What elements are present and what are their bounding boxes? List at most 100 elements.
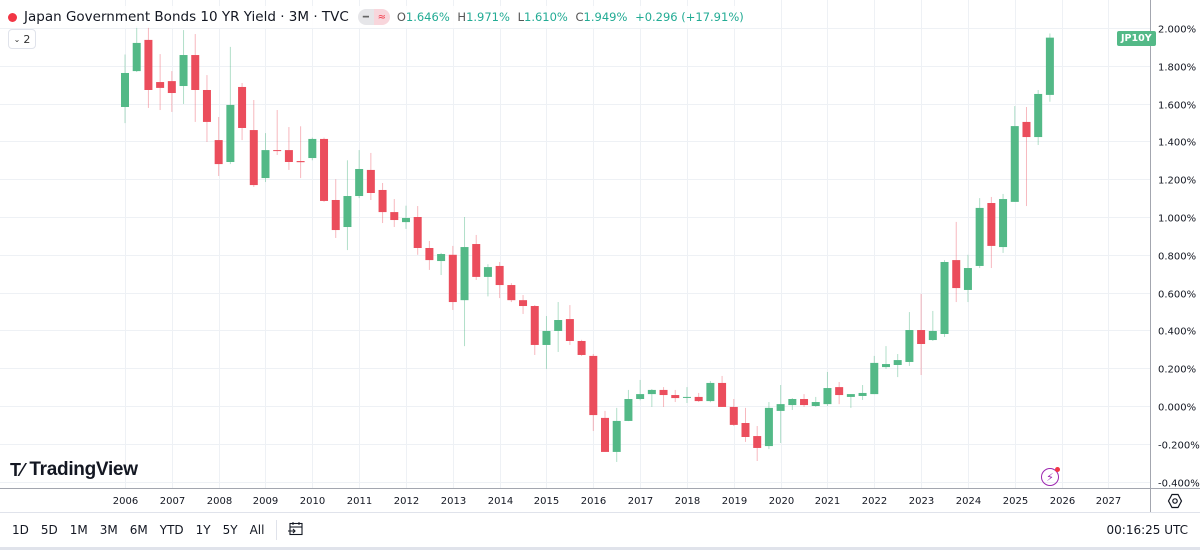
candle[interactable] xyxy=(589,354,598,431)
candle[interactable] xyxy=(601,410,610,452)
candle[interactable] xyxy=(343,160,352,251)
candle[interactable] xyxy=(483,264,492,297)
lightning-icon[interactable]: ⚡ xyxy=(1041,467,1060,486)
candle[interactable] xyxy=(823,371,832,406)
settings-icon[interactable] xyxy=(1166,492,1184,510)
candle[interactable] xyxy=(788,398,797,410)
candle[interactable] xyxy=(870,355,879,395)
range-ytd[interactable]: YTD xyxy=(159,523,184,537)
range-1y[interactable]: 1Y xyxy=(195,523,211,537)
candle[interactable] xyxy=(1022,107,1031,207)
candle[interactable] xyxy=(542,316,551,369)
candle[interactable] xyxy=(963,254,972,303)
candle[interactable] xyxy=(378,182,387,224)
symbol-title[interactable]: Japan Government Bonds 10 YR Yield · 3M … xyxy=(24,9,349,25)
candle[interactable] xyxy=(132,26,141,73)
range-3m[interactable]: 3M xyxy=(99,523,118,537)
range-6m[interactable]: 6M xyxy=(129,523,148,537)
candle[interactable] xyxy=(741,407,750,442)
candle[interactable] xyxy=(144,27,153,108)
candle[interactable] xyxy=(331,179,340,238)
candle[interactable] xyxy=(624,389,633,422)
candle[interactable] xyxy=(495,261,504,299)
candle[interactable] xyxy=(519,295,528,314)
candle[interactable] xyxy=(999,193,1008,253)
candle[interactable] xyxy=(1034,89,1043,145)
candle[interactable] xyxy=(308,137,317,161)
candle[interactable] xyxy=(940,260,949,338)
candle[interactable] xyxy=(366,152,375,200)
candle[interactable] xyxy=(448,245,457,310)
candle[interactable] xyxy=(565,305,574,345)
candle[interactable] xyxy=(694,392,703,403)
candle[interactable] xyxy=(858,385,867,400)
candle[interactable] xyxy=(320,137,329,202)
candle[interactable] xyxy=(425,241,434,270)
candle[interactable] xyxy=(238,82,247,141)
price-axis[interactable]: 2.000% 1.800% 1.600% 1.400% 1.200% 1.000% 0.80… xyxy=(1158,25,1200,490)
indicators-collapse-button[interactable]: ⌄ 2 xyxy=(8,29,36,49)
candle[interactable] xyxy=(191,34,200,122)
candle[interactable] xyxy=(437,252,446,276)
candle[interactable] xyxy=(893,354,902,378)
candle[interactable] xyxy=(975,198,984,269)
candle[interactable] xyxy=(507,283,516,303)
candle[interactable] xyxy=(390,199,399,228)
candle[interactable] xyxy=(647,388,656,407)
candle[interactable] xyxy=(764,402,773,450)
candle[interactable] xyxy=(355,150,364,199)
candle[interactable] xyxy=(753,426,762,461)
range-1m[interactable]: 1M xyxy=(69,523,88,537)
candle[interactable] xyxy=(261,133,270,183)
legend-toggles[interactable]: ━ ≈ xyxy=(357,9,390,25)
candle[interactable] xyxy=(167,71,176,112)
approx-icon[interactable]: ≈ xyxy=(373,9,390,25)
candle[interactable] xyxy=(612,407,621,462)
candle[interactable] xyxy=(214,117,223,176)
candle[interactable] xyxy=(413,206,422,255)
candle[interactable] xyxy=(905,312,914,366)
candle[interactable] xyxy=(156,54,165,111)
candle[interactable] xyxy=(460,217,469,347)
candle[interactable] xyxy=(846,394,855,408)
candle[interactable] xyxy=(1010,106,1019,202)
range-1d[interactable]: 1D xyxy=(12,523,29,537)
range-5y[interactable]: 5Y xyxy=(222,523,238,537)
candle[interactable] xyxy=(179,30,188,104)
candle[interactable] xyxy=(659,387,668,407)
candle[interactable] xyxy=(296,126,305,179)
candle[interactable] xyxy=(706,381,715,403)
symbol-legend[interactable]: Japan Government Bonds 10 YR Yield · 3M … xyxy=(8,6,748,28)
candle[interactable] xyxy=(718,375,727,407)
candle[interactable] xyxy=(202,75,211,142)
candle[interactable] xyxy=(671,389,680,403)
candle[interactable] xyxy=(249,100,258,187)
candle[interactable] xyxy=(1045,33,1054,102)
candle[interactable] xyxy=(226,46,235,165)
candle[interactable] xyxy=(729,399,738,427)
candle[interactable] xyxy=(554,302,563,352)
clock[interactable]: 00:16:25 UTC xyxy=(1106,523,1189,537)
candle[interactable] xyxy=(952,221,961,303)
candle[interactable] xyxy=(273,110,282,156)
go-to-date-icon[interactable] xyxy=(287,520,305,541)
candle[interactable] xyxy=(835,381,844,405)
candle[interactable] xyxy=(472,234,481,280)
range-5d[interactable]: 5D xyxy=(40,523,58,537)
candle[interactable] xyxy=(917,293,926,376)
candle[interactable] xyxy=(284,127,293,170)
time-axis[interactable]: 2006 2007 2008 2009 2010 2011 2012 2013 2014 2015… xyxy=(113,496,1121,507)
tradingview-logo[interactable]: T⁄ TradingView xyxy=(10,459,138,481)
candle[interactable] xyxy=(928,310,937,341)
candle[interactable] xyxy=(530,305,539,355)
candle[interactable] xyxy=(800,394,809,407)
candle[interactable] xyxy=(577,339,586,356)
minus-icon[interactable]: ━ xyxy=(357,9,374,25)
candle[interactable] xyxy=(987,196,996,269)
candle[interactable] xyxy=(811,396,820,407)
candle[interactable] xyxy=(121,54,129,124)
candle[interactable] xyxy=(776,385,785,444)
candle[interactable] xyxy=(881,346,890,369)
candle[interactable] xyxy=(636,379,645,401)
